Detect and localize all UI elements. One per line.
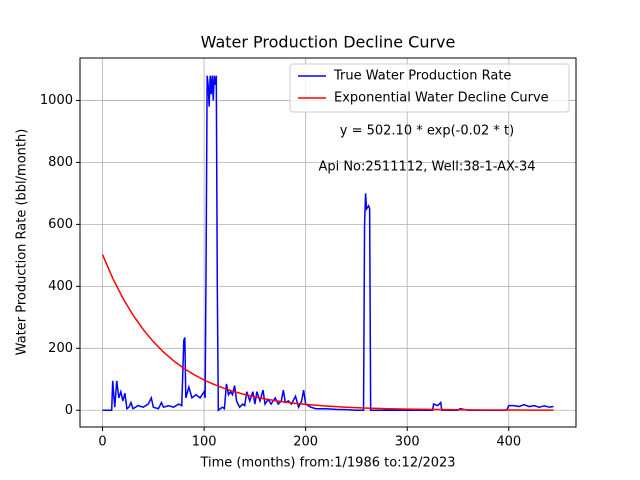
data-line: [101, 254, 554, 411]
legend-label: Exponential Water Decline Curve: [334, 91, 549, 106]
y-tick-label: 600: [48, 217, 73, 232]
y-tick-label: 800: [48, 155, 73, 170]
x-axis-label: Time (months) from:1/1986 to:12/2023: [199, 456, 455, 471]
y-axis-label: Water Production Rate (bbl/month): [15, 129, 30, 356]
x-tick-label: 0: [98, 435, 106, 450]
legend-label: True Water Production Rate: [333, 69, 511, 84]
legend-box: [289, 63, 570, 113]
y-tick-label: 400: [48, 279, 73, 294]
y-tick-label: 200: [48, 341, 73, 356]
plot-frame: [79, 57, 577, 428]
x-tick-label: 100: [192, 435, 217, 450]
annotation: Api No:2511112, Well:38-1-AX-34: [318, 160, 535, 175]
x-tick-label: 400: [496, 435, 521, 450]
x-tick-label: 300: [395, 435, 420, 450]
chart-title: Water Production Decline Curve: [201, 33, 456, 52]
y-tick-label: 1000: [40, 93, 73, 108]
annotation: y = 502.10 * exp(-0.02 * t): [340, 124, 514, 139]
x-tick-label: 200: [293, 435, 318, 450]
data-line: [102, 75, 554, 412]
y-tick-label: 0: [65, 403, 73, 418]
